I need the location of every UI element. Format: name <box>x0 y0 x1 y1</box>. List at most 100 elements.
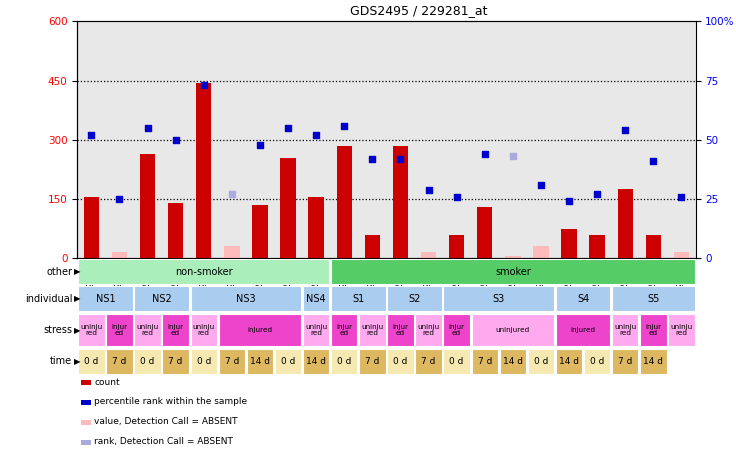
Text: uninju
red: uninju red <box>80 324 102 337</box>
Bar <box>472 349 498 374</box>
Point <box>254 141 266 148</box>
Point <box>422 186 434 193</box>
Text: injur
ed: injur ed <box>645 324 662 337</box>
Bar <box>191 286 301 311</box>
Point <box>226 191 238 198</box>
Text: uninju
red: uninju red <box>193 324 215 337</box>
Bar <box>387 349 414 374</box>
Text: S4: S4 <box>577 294 590 304</box>
Text: GDS2495 / 229281_at: GDS2495 / 229281_at <box>350 4 487 17</box>
Bar <box>364 235 380 258</box>
Bar <box>612 349 638 374</box>
Text: uninju
red: uninju red <box>305 324 328 337</box>
Bar <box>336 146 352 258</box>
Point <box>450 193 462 201</box>
Bar <box>140 154 155 258</box>
Bar <box>472 314 554 346</box>
Bar <box>444 349 470 374</box>
Text: NS1: NS1 <box>96 294 116 304</box>
Text: percentile rank within the sample: percentile rank within the sample <box>94 398 247 406</box>
Text: injur
ed: injur ed <box>449 324 464 337</box>
Text: non-smoker: non-smoker <box>175 267 233 277</box>
Text: injur
ed: injur ed <box>392 324 408 337</box>
Text: uninju
red: uninju red <box>361 324 383 337</box>
Bar <box>618 189 633 258</box>
Point <box>367 155 378 163</box>
Text: 7 d: 7 d <box>422 357 436 366</box>
Point <box>563 198 575 205</box>
Text: 7 d: 7 d <box>113 357 127 366</box>
Text: uninju
red: uninju red <box>670 324 693 337</box>
Bar <box>673 252 689 258</box>
Bar <box>106 314 132 346</box>
Text: stress: stress <box>43 325 72 335</box>
Bar <box>303 314 329 346</box>
Text: NS3: NS3 <box>236 294 255 304</box>
Bar <box>415 314 442 346</box>
Bar <box>78 286 132 311</box>
Bar <box>393 146 408 258</box>
Text: injur
ed: injur ed <box>168 324 184 337</box>
Text: 0 d: 0 d <box>337 357 351 366</box>
Bar <box>590 235 605 258</box>
Text: ▶: ▶ <box>74 357 80 366</box>
Bar <box>308 197 324 258</box>
Bar <box>505 256 520 258</box>
Bar <box>387 314 414 346</box>
Text: count: count <box>94 378 120 386</box>
Bar <box>556 314 610 346</box>
Bar <box>135 286 189 311</box>
Text: rank, Detection Call = ABSENT: rank, Detection Call = ABSENT <box>94 438 233 446</box>
Bar <box>219 349 245 374</box>
Bar <box>112 252 127 258</box>
Bar <box>78 349 105 374</box>
Bar <box>252 205 268 258</box>
Bar <box>612 286 695 311</box>
Bar <box>359 314 386 346</box>
Text: S1: S1 <box>352 294 364 304</box>
Bar <box>163 349 189 374</box>
Bar <box>280 158 296 258</box>
Text: NS4: NS4 <box>306 294 326 304</box>
Text: injur
ed: injur ed <box>336 324 353 337</box>
Point <box>535 181 547 189</box>
Point <box>311 131 322 139</box>
Bar <box>78 259 329 284</box>
Bar <box>562 229 577 258</box>
Bar <box>247 349 273 374</box>
Bar <box>106 349 132 374</box>
Text: 0 d: 0 d <box>450 357 464 366</box>
Text: injur
ed: injur ed <box>111 324 127 337</box>
Bar <box>421 252 436 258</box>
Point <box>479 150 491 158</box>
Point <box>620 127 631 134</box>
Bar <box>556 286 610 311</box>
Text: uninju
red: uninju red <box>417 324 439 337</box>
Text: time: time <box>50 356 72 366</box>
Bar <box>556 349 582 374</box>
Text: uninjured: uninjured <box>496 327 530 333</box>
Text: NS2: NS2 <box>152 294 171 304</box>
Bar <box>163 314 189 346</box>
Point <box>591 191 603 198</box>
Text: ▶: ▶ <box>74 294 80 303</box>
Point <box>113 195 125 203</box>
Text: 7 d: 7 d <box>365 357 380 366</box>
Text: 7 d: 7 d <box>169 357 183 366</box>
Bar <box>477 207 492 258</box>
Bar <box>640 314 667 346</box>
Text: ▶: ▶ <box>74 267 80 276</box>
Point <box>282 124 294 132</box>
Bar <box>415 349 442 374</box>
Text: 0 d: 0 d <box>141 357 155 366</box>
Bar <box>584 349 610 374</box>
Bar <box>303 349 329 374</box>
Text: other: other <box>46 267 72 277</box>
Bar <box>84 197 99 258</box>
Text: 14 d: 14 d <box>559 357 579 366</box>
Text: individual: individual <box>24 294 72 304</box>
Bar <box>168 203 183 258</box>
Text: uninju
red: uninju red <box>136 324 159 337</box>
Text: 0 d: 0 d <box>393 357 408 366</box>
Text: 14 d: 14 d <box>306 357 326 366</box>
